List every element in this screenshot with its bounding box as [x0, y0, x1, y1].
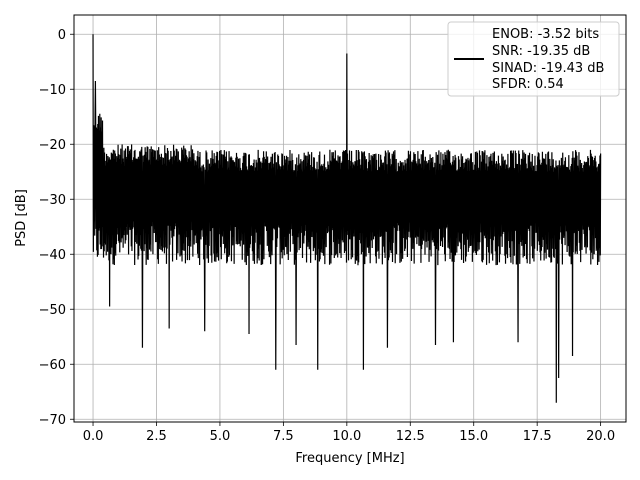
y-tick-label: −60	[39, 358, 66, 373]
y-tick-label: −30	[39, 193, 66, 208]
x-tick-label: 0.0	[83, 429, 104, 444]
y-tick-label: −20	[39, 138, 66, 153]
x-tick-label: 20.0	[586, 429, 615, 444]
x-tick-label: 5.0	[210, 429, 231, 444]
x-axis-label: Frequency [MHz]	[295, 451, 404, 466]
x-tick-label: 17.5	[523, 429, 552, 444]
x-tick-label: 2.5	[146, 429, 167, 444]
axes-frame	[73, 14, 627, 423]
plot-area	[92, 34, 602, 403]
legend: ENOB: -3.52 bits SNR: -19.35 dB SINAD: -…	[447, 21, 620, 97]
y-tick-label: −10	[39, 83, 66, 98]
legend-enob: ENOB: -3.52 bits	[492, 27, 599, 42]
x-tick-label: 12.5	[396, 429, 425, 444]
y-tick-label: −50	[39, 303, 66, 318]
y-tick-label: −70	[39, 413, 66, 428]
y-tick-label: 0	[58, 28, 66, 43]
x-tick-label: 7.5	[273, 429, 294, 444]
y-axis-label: PSD [dB]	[14, 189, 29, 247]
x-axis-ticks: 0.0 2.5 5.0 7.5 10.0 12.5 15.0 17.5 20.0	[83, 422, 615, 444]
y-axis-ticks: 0 −10 −20 −30 −40 −50 −60 −70	[39, 28, 74, 428]
legend-box	[447, 21, 620, 97]
psd-series-line	[92, 34, 602, 403]
x-tick-label: 15.0	[459, 429, 488, 444]
legend-sfdr: SFDR: 0.54	[492, 77, 564, 92]
legend-snr: SNR: -19.35 dB	[492, 44, 590, 59]
x-tick-label: 10.0	[332, 429, 361, 444]
legend-sinad: SINAD: -19.43 dB	[492, 61, 604, 76]
y-tick-label: −40	[39, 248, 66, 263]
